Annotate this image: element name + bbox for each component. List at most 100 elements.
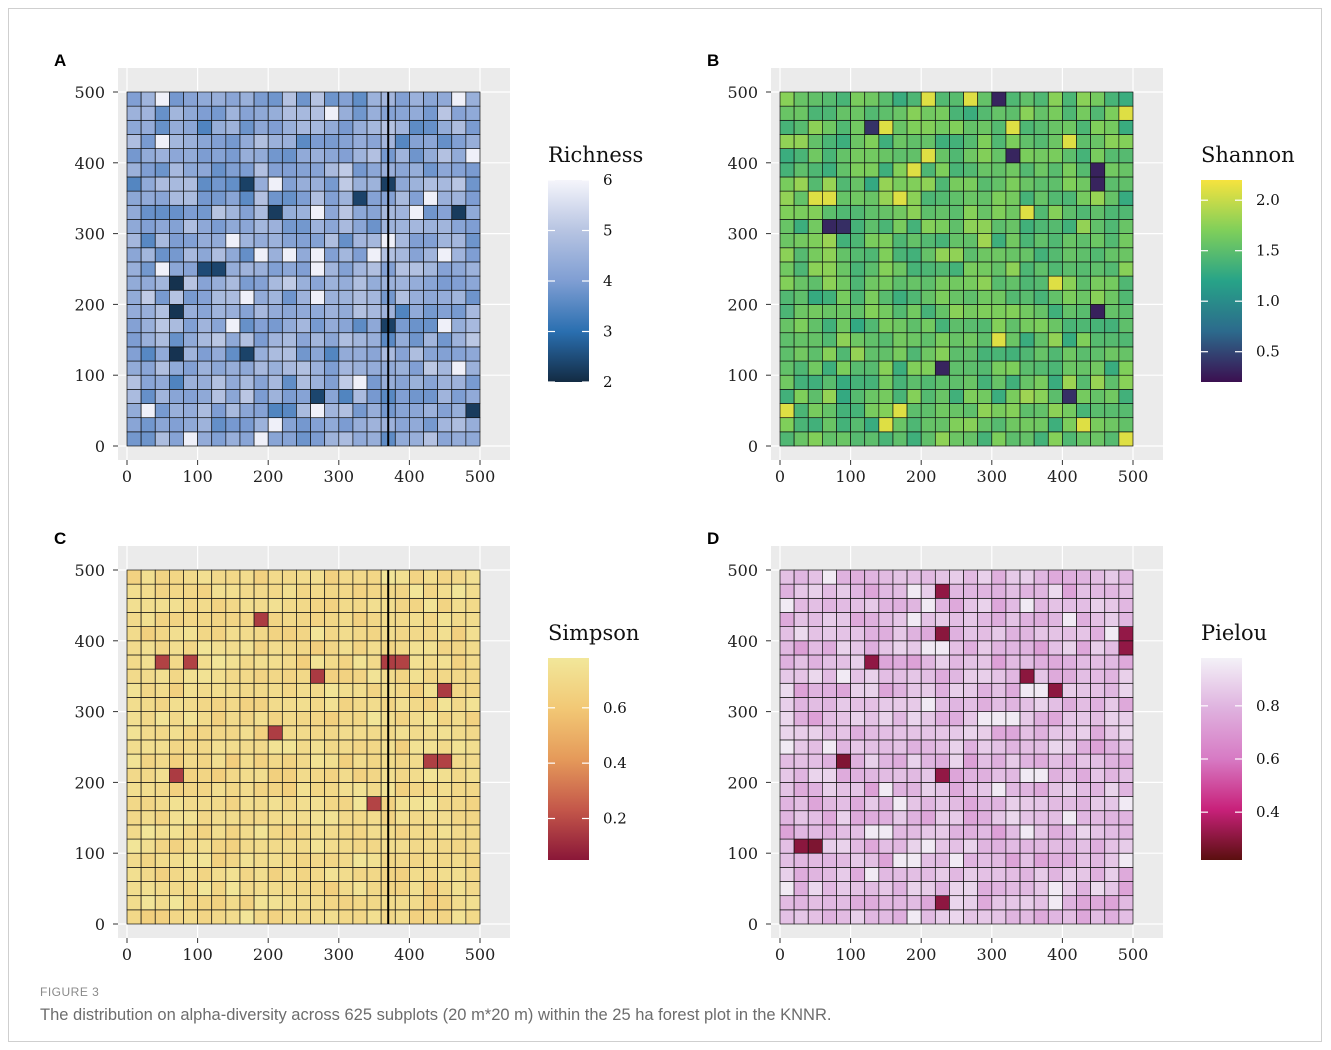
heatmap-cell [324, 909, 340, 925]
heatmap-cell [1076, 318, 1091, 334]
heatmap-cell [864, 134, 880, 149]
heatmap-cell [864, 176, 880, 192]
heatmap-cell [169, 881, 184, 897]
heatmap-cell [409, 682, 424, 698]
heatmap-cell [1062, 318, 1077, 334]
x-tick-label: 0 [775, 467, 785, 486]
heatmap-cell [409, 654, 424, 670]
heatmap-cell [338, 682, 354, 698]
heatmap-cell [1005, 881, 1021, 897]
heatmap-cell [465, 697, 481, 712]
heatmap-cell [352, 403, 368, 419]
heatmap-cell [864, 725, 880, 741]
heatmap-cell [850, 219, 866, 234]
heatmap-cell [338, 711, 354, 727]
heatmap-cell [1033, 767, 1049, 783]
heatmap-cell [807, 668, 823, 684]
heatmap-cell [126, 275, 142, 291]
heatmap-cell [465, 403, 481, 419]
heatmap-cell [267, 711, 283, 727]
heatmap-cell [878, 304, 894, 319]
heatmap-cell [169, 204, 184, 220]
heatmap-cell [211, 105, 227, 121]
heatmap-cell [296, 134, 311, 149]
heatmap-cell [338, 583, 354, 599]
heatmap-cell [1005, 318, 1021, 334]
heatmap-cell [310, 389, 326, 404]
heatmap-cell [1047, 881, 1063, 897]
heatmap-cell [281, 838, 297, 854]
heatmap-cell [423, 134, 438, 149]
heatmap-cell [906, 909, 922, 925]
heatmap-cell [892, 261, 908, 277]
heatmap-cell [394, 275, 410, 291]
heatmap-cell [253, 289, 269, 305]
heatmap-cell [409, 796, 424, 812]
heatmap-cell [126, 782, 142, 797]
x-tick-label: 200 [906, 945, 937, 964]
heatmap-cell [920, 289, 936, 305]
heatmap-cell [949, 654, 964, 670]
heatmap-cell [324, 895, 340, 911]
heatmap-cell [906, 105, 922, 121]
heatmap-cell [154, 346, 170, 362]
heatmap-cell [296, 289, 311, 305]
heatmap-cell [1033, 275, 1049, 291]
heatmap-cell [1033, 346, 1049, 362]
heatmap-cell [352, 824, 368, 840]
heatmap-cell [878, 682, 894, 698]
y-tick-label: 100 [727, 844, 758, 863]
heatmap-cell [836, 668, 851, 684]
heatmap-cell [437, 162, 453, 178]
heatmap-cell [267, 289, 283, 305]
heatmap-cell [920, 360, 936, 376]
heatmap-cell [281, 711, 297, 727]
heatmap-cell [366, 91, 382, 107]
heatmap-cell [807, 389, 823, 404]
heatmap-cell [1104, 767, 1120, 783]
heatmap-cell [1118, 668, 1134, 684]
heatmap-cell [1104, 668, 1120, 684]
heatmap-cell [225, 190, 241, 206]
heatmap-cell [338, 881, 354, 897]
heatmap-cell [169, 640, 184, 656]
heatmap-cell [183, 190, 198, 206]
heatmap-cell [836, 881, 851, 897]
heatmap-cell [1019, 725, 1035, 741]
heatmap-cell [140, 739, 156, 755]
heatmap-cell [183, 682, 198, 698]
heatmap-cell [949, 289, 964, 305]
heatmap-cell [1033, 233, 1049, 249]
heatmap-cell [822, 261, 837, 277]
heatmap-cell [892, 247, 908, 263]
heatmap-cell [807, 867, 823, 882]
heatmap-cell [1019, 810, 1035, 826]
heatmap-cell [920, 304, 936, 319]
heatmap-cell [779, 881, 795, 897]
heatmap-cell [296, 697, 311, 712]
heatmap-cell [169, 148, 184, 164]
heatmap-cell [822, 219, 837, 234]
heatmap-cell [892, 148, 908, 164]
heatmap-cell [1019, 824, 1035, 840]
heatmap-cell [310, 105, 326, 121]
heatmap-cell [1062, 852, 1077, 868]
heatmap-cell [1076, 304, 1091, 319]
heatmap-cell [920, 753, 936, 769]
heatmap-cell [239, 810, 255, 826]
heatmap-cell [366, 289, 382, 305]
heatmap-cell [779, 852, 795, 868]
heatmap-cell [878, 318, 894, 334]
heatmap-cell [310, 711, 326, 727]
heatmap-cell [169, 162, 184, 178]
heatmap-cell [850, 626, 866, 642]
heatmap-cell [892, 739, 908, 755]
heatmap-cell [991, 640, 1007, 656]
heatmap-cell [1019, 895, 1035, 911]
heatmap-cell [934, 697, 950, 712]
heatmap-cell [1076, 261, 1091, 277]
heatmap-cell [1047, 318, 1063, 334]
heatmap-cell [779, 176, 795, 192]
heatmap-cell [1047, 626, 1063, 642]
heatmap-cell [934, 796, 950, 812]
